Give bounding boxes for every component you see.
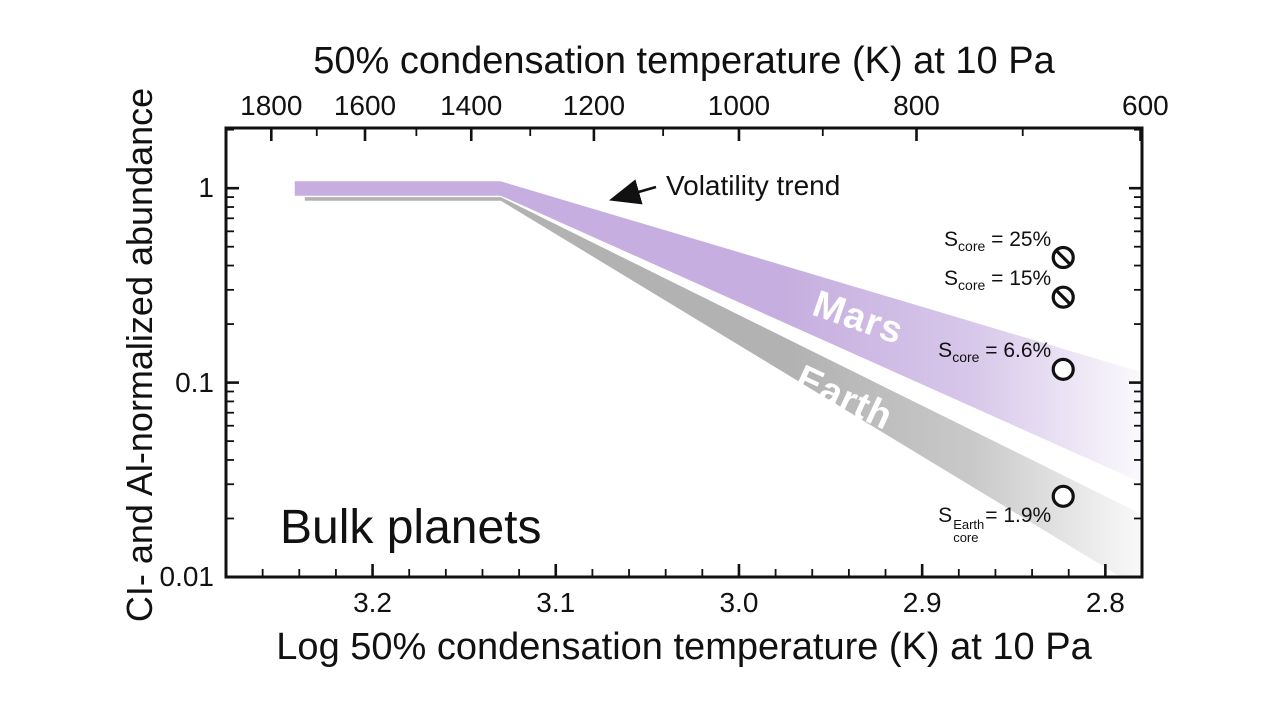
volatility-trend-annotation: Volatility trend bbox=[666, 170, 841, 201]
bottom-axis-tick-label: 3.2 bbox=[353, 587, 393, 618]
earth-band bbox=[304, 197, 1141, 576]
bottom-axis-tick-label: 3.1 bbox=[536, 587, 576, 618]
y-axis-title: CI- and Al-normalized abundance bbox=[119, 87, 160, 623]
mars-score-25-label: Score = 25% bbox=[944, 227, 1052, 254]
earth-score-1p9-marker-open-circle bbox=[1051, 484, 1075, 508]
y-axis-tick-label: 0.01 bbox=[159, 561, 215, 592]
top-axis-tick-label: 1400 bbox=[440, 90, 503, 121]
bottom-axis-tick-label: 2.8 bbox=[1085, 587, 1125, 618]
mars-score-6p6-label: Score = 6.6% bbox=[938, 339, 1052, 366]
y-axis-tick-label: 0.1 bbox=[175, 366, 214, 398]
bulk-planets-label: Bulk planets bbox=[280, 501, 542, 554]
mars-score-15-label: Score = 15% bbox=[944, 267, 1052, 294]
earth-score-1p9-supsub: Earth core bbox=[953, 517, 985, 546]
top-axis-title: 50% condensation temperature (K) at 10 P… bbox=[313, 40, 1055, 82]
top-axis-tick-label: 800 bbox=[893, 90, 940, 121]
bottom-axis-title: Log 50% condensation temperature (K) at … bbox=[276, 626, 1092, 668]
top-axis-tick-label: 600 bbox=[1122, 90, 1169, 121]
bottom-axis-tick-label: 2.9 bbox=[902, 587, 942, 618]
top-axis-tick-label: 1200 bbox=[562, 90, 626, 121]
bottom-axis-tick-label: 3.0 bbox=[719, 587, 759, 618]
y-axis-tick-label: 1 bbox=[198, 172, 214, 204]
top-axis-tick-label: 1800 bbox=[240, 90, 303, 121]
top-axis-tick-label: 1600 bbox=[333, 90, 397, 121]
mars-band bbox=[294, 181, 1141, 483]
earth-score-1p9-label: S Earth core = 1.9% bbox=[938, 504, 1052, 546]
mars-score-6p6-marker-open-circle bbox=[1051, 357, 1075, 381]
top-axis-tick-label: 1000 bbox=[707, 90, 771, 121]
